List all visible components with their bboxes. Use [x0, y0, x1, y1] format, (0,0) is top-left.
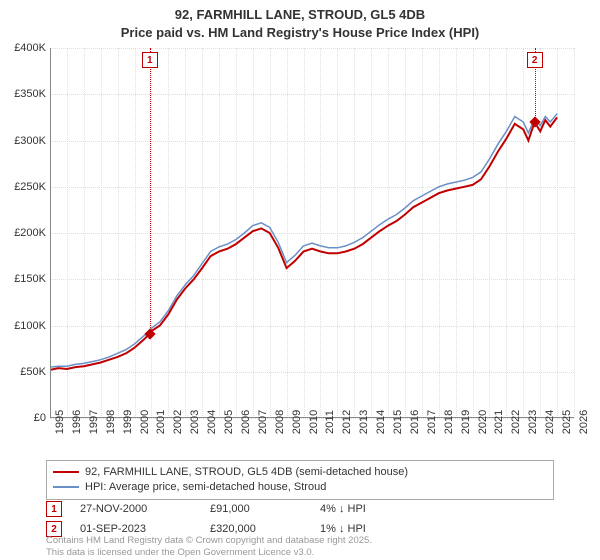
- chart-area: 12 £0£50K£100K£150K£200K£250K£300K£350K£…: [50, 48, 574, 418]
- x-tick-label: 2006: [240, 410, 252, 434]
- y-tick-label: £50K: [20, 366, 46, 378]
- x-tick-label: 2012: [341, 410, 353, 434]
- callout-price: £91,000: [210, 503, 310, 515]
- x-tick-label: 2007: [257, 410, 269, 434]
- callout-badge-plot: 2: [527, 52, 543, 68]
- y-tick-label: £400K: [14, 42, 46, 54]
- legend-label: 92, FARMHILL LANE, STROUD, GL5 4DB (semi…: [85, 465, 408, 480]
- x-tick-label: 1997: [88, 410, 100, 434]
- x-tick-label: 2019: [460, 410, 472, 434]
- x-tick-label: 2010: [308, 410, 320, 434]
- x-tick-label: 2008: [274, 410, 286, 434]
- y-tick-label: £350K: [14, 88, 46, 100]
- legend-row: 92, FARMHILL LANE, STROUD, GL5 4DB (semi…: [53, 465, 547, 480]
- callout-date: 01-SEP-2023: [80, 523, 200, 535]
- x-tick-label: 2022: [510, 410, 522, 434]
- x-tick-label: 1995: [54, 410, 66, 434]
- x-tick-label: 2002: [172, 410, 184, 434]
- x-tick-label: 2020: [477, 410, 489, 434]
- x-tick-label: 2013: [358, 410, 370, 434]
- x-tick-label: 1999: [122, 410, 134, 434]
- x-tick-label: 2017: [426, 410, 438, 434]
- x-tick-label: 2018: [443, 410, 455, 434]
- x-tick-label: 1996: [71, 410, 83, 434]
- y-tick-label: £0: [34, 412, 46, 424]
- callout-line: [150, 48, 151, 334]
- x-tick-label: 2003: [189, 410, 201, 434]
- callout-badge-plot: 1: [142, 52, 158, 68]
- x-tick-label: 2026: [578, 410, 590, 434]
- title-block: 92, FARMHILL LANE, STROUD, GL5 4DB Price…: [0, 0, 600, 41]
- series-svg: [50, 48, 574, 418]
- x-tick-label: 2015: [392, 410, 404, 434]
- series-hpi: [50, 114, 557, 367]
- y-tick-label: £100K: [14, 320, 46, 332]
- callout-date: 27-NOV-2000: [80, 503, 200, 515]
- legend-swatch: [53, 471, 79, 473]
- chart-container: 92, FARMHILL LANE, STROUD, GL5 4DB Price…: [0, 0, 600, 560]
- footer-line-2: This data is licensed under the Open Gov…: [46, 547, 372, 558]
- y-tick-label: £250K: [14, 181, 46, 193]
- x-tick-label: 2023: [527, 410, 539, 434]
- legend: 92, FARMHILL LANE, STROUD, GL5 4DB (semi…: [46, 460, 554, 500]
- title-line-1: 92, FARMHILL LANE, STROUD, GL5 4DB: [0, 6, 600, 24]
- x-tick-label: 2011: [324, 410, 336, 434]
- series-price_paid: [50, 117, 557, 370]
- x-tick-label: 2004: [206, 410, 218, 434]
- callout-data-rows: 127-NOV-2000£91,0004% ↓ HPI201-SEP-2023£…: [46, 499, 554, 539]
- x-tick-label: 2000: [139, 410, 151, 434]
- footer: Contains HM Land Registry data © Crown c…: [46, 535, 372, 558]
- y-tick-label: £200K: [14, 227, 46, 239]
- x-tick-label: 2001: [155, 410, 167, 434]
- callout-delta: 4% ↓ HPI: [320, 503, 554, 515]
- y-axis-line: [50, 48, 51, 418]
- callout-data-row: 1 27-NOV-2000 £91,000 4% ↓ HPI: [46, 499, 554, 519]
- x-tick-label: 1998: [105, 410, 117, 434]
- footer-line-1: Contains HM Land Registry data © Crown c…: [46, 535, 372, 546]
- callout-delta: 1% ↓ HPI: [320, 523, 554, 535]
- legend-label: HPI: Average price, semi-detached house,…: [85, 480, 326, 495]
- callout-price: £320,000: [210, 523, 310, 535]
- legend-row: HPI: Average price, semi-detached house,…: [53, 480, 547, 495]
- callout-badge: 1: [46, 501, 62, 517]
- y-tick-label: £150K: [14, 273, 46, 285]
- x-tick-label: 2009: [291, 410, 303, 434]
- x-tick-label: 2025: [561, 410, 573, 434]
- x-tick-label: 2024: [544, 410, 556, 434]
- x-tick-label: 2016: [409, 410, 421, 434]
- title-line-2: Price paid vs. HM Land Registry's House …: [0, 24, 600, 42]
- x-tick-label: 2005: [223, 410, 235, 434]
- legend-swatch: [53, 486, 79, 488]
- y-tick-label: £300K: [14, 135, 46, 147]
- x-tick-label: 2014: [375, 410, 387, 434]
- x-tick-label: 2021: [493, 410, 505, 434]
